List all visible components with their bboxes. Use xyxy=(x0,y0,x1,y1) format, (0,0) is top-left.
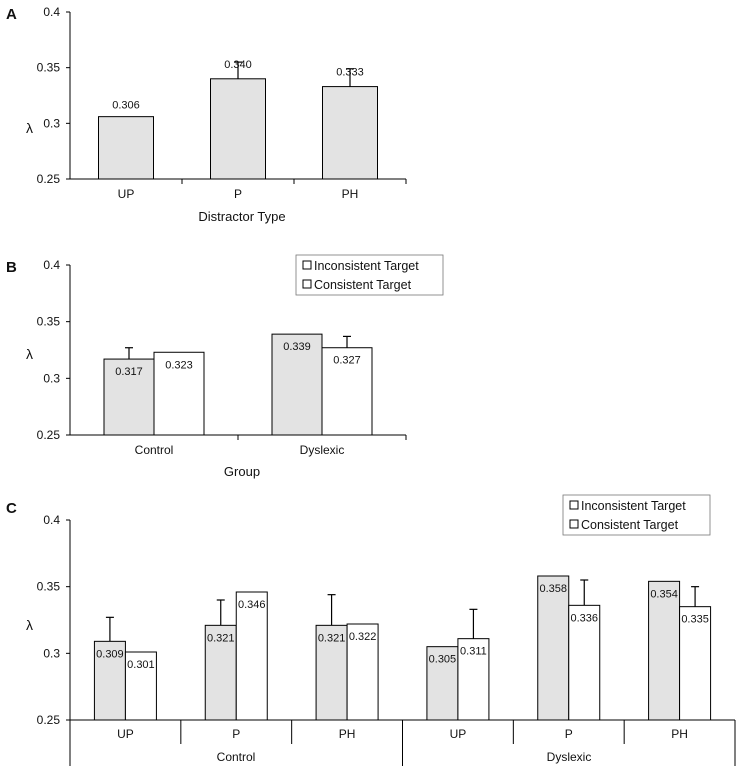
y-tick-label: 0.3 xyxy=(43,371,60,385)
y-tick-label: 0.4 xyxy=(43,258,60,272)
panel-b-x-title: Group xyxy=(224,464,260,479)
y-tick-label: 0.25 xyxy=(37,428,61,442)
value-label: 0.301 xyxy=(127,659,155,671)
y-tick-label: 0.4 xyxy=(43,5,60,19)
panel-a: A λ 0.25 0.3 0.35 0.4 0.306 0.340 0.333 UP P PH… xyxy=(6,5,407,224)
x-tick-label: Dyslexic xyxy=(300,443,345,457)
panel-c-group-control: Control xyxy=(217,750,256,764)
x-tick-label: P xyxy=(234,187,242,201)
value-label: 0.333 xyxy=(336,67,364,79)
x-tick-label: Control xyxy=(135,443,174,457)
y-tick-label: 0.3 xyxy=(43,646,60,660)
y-tick-label: 0.35 xyxy=(37,315,61,329)
value-label: 0.322 xyxy=(349,631,377,643)
bar-dyslexic-inconsistent xyxy=(271,333,323,436)
x-tick-label: UP xyxy=(118,187,135,201)
legend-swatch-consistent xyxy=(302,279,312,289)
bar-p-inconsistent xyxy=(537,575,570,721)
value-label: 0.346 xyxy=(238,599,266,611)
value-label: 0.340 xyxy=(224,59,252,71)
panel-letter-c: C xyxy=(6,500,17,517)
legend-label-inconsistent: Inconsistent Target xyxy=(581,499,686,513)
bar-ph-inconsistent xyxy=(315,624,348,721)
bar-p xyxy=(210,78,266,180)
value-label: 0.321 xyxy=(318,632,346,644)
bar-up-inconsistent xyxy=(426,646,459,721)
y-tick-label: 0.25 xyxy=(37,172,61,186)
x-tick-label: PH xyxy=(342,187,359,201)
panel-letter-b: B xyxy=(6,259,17,276)
value-label: 0.317 xyxy=(115,366,143,378)
value-label: 0.311 xyxy=(460,646,487,658)
value-label: 0.305 xyxy=(429,654,457,666)
value-label: 0.354 xyxy=(650,588,678,600)
panel-c-group-dyslexic: Dyslexic xyxy=(547,750,592,764)
value-label: 0.306 xyxy=(112,100,140,112)
bar-up xyxy=(98,116,154,180)
panel-c-legend: Inconsistent Target Consistent Target xyxy=(562,494,711,536)
value-label: 0.335 xyxy=(681,614,709,626)
y-tick-label: 0.4 xyxy=(43,513,60,527)
legend-swatch-inconsistent xyxy=(302,260,312,270)
value-label: 0.358 xyxy=(539,583,567,595)
bar-ph-inconsistent xyxy=(648,580,681,721)
bar-p-inconsistent xyxy=(204,624,237,721)
x-tick-label: PH xyxy=(339,727,356,741)
bar-control-consistent xyxy=(153,351,205,436)
bar-up-consistent xyxy=(124,651,157,721)
value-label: 0.321 xyxy=(207,632,235,644)
x-tick-label: P xyxy=(232,727,240,741)
legend-box xyxy=(562,494,711,536)
value-label: 0.327 xyxy=(333,355,361,367)
value-label: 0.339 xyxy=(283,341,311,353)
panel-letter-a: A xyxy=(6,6,17,23)
panel-a-y-label: λ xyxy=(26,120,33,136)
legend-swatch-consistent xyxy=(569,519,579,529)
legend-label-inconsistent: Inconsistent Target xyxy=(314,259,419,273)
y-tick-label: 0.25 xyxy=(37,713,61,727)
legend-box xyxy=(295,254,444,296)
y-tick-label: 0.3 xyxy=(43,116,60,130)
value-label: 0.309 xyxy=(96,648,124,660)
panel-b-y-label: λ xyxy=(26,346,33,362)
y-tick-label: 0.35 xyxy=(37,580,61,594)
x-tick-label: UP xyxy=(450,727,467,741)
bar-ph-consistent xyxy=(346,623,379,721)
value-label: 0.336 xyxy=(570,612,598,624)
y-tick-label: 0.35 xyxy=(37,61,61,75)
bar-ph-consistent xyxy=(679,606,712,721)
x-tick-label: UP xyxy=(117,727,134,741)
bar-ph xyxy=(322,86,378,180)
x-tick-label: P xyxy=(565,727,573,741)
panel-b-legend: Inconsistent Target Consistent Target xyxy=(295,254,444,296)
legend-label-consistent: Consistent Target xyxy=(314,278,412,292)
x-tick-label: PH xyxy=(671,727,688,741)
bar-p-consistent xyxy=(235,591,268,721)
value-label: 0.323 xyxy=(165,359,193,371)
legend-label-consistent: Consistent Target xyxy=(581,518,679,532)
bar-up-consistent xyxy=(457,638,490,721)
panel-a-x-title: Distractor Type xyxy=(198,209,285,224)
panel-c-y-label: λ xyxy=(26,617,33,633)
panel-b: B λ 0.250.30.350.4 0.3170.3230.3390.327 … xyxy=(6,254,444,479)
legend-swatch-inconsistent xyxy=(569,500,579,510)
